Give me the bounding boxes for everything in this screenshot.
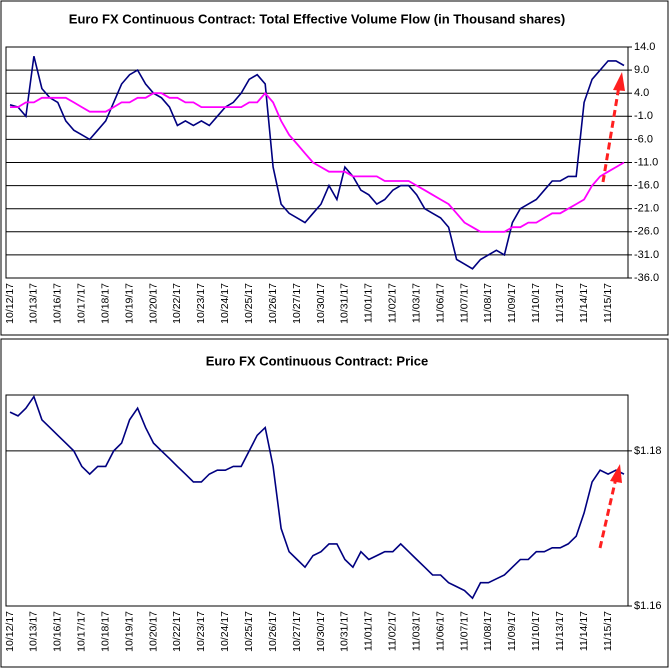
x-tick-label: 11/01/17 xyxy=(363,611,375,651)
x-tick-label: 10/18/17 xyxy=(99,611,111,652)
x-tick-label: 11/09/17 xyxy=(506,611,518,651)
x-tick-label: 10/26/17 xyxy=(267,611,279,652)
y-tick-label: -11.0 xyxy=(634,156,658,168)
y-tick-label: $1.16 xyxy=(634,600,662,612)
x-tick-label: 10/31/17 xyxy=(339,611,351,652)
x-tick-label: 10/12/17 xyxy=(4,611,16,652)
arrow-head xyxy=(610,464,622,483)
x-tick-label: 10/27/17 xyxy=(291,283,303,324)
x-tick-label: 11/06/17 xyxy=(434,283,446,323)
annotation-arrow xyxy=(601,85,621,183)
x-tick-label: 10/19/17 xyxy=(123,611,135,652)
x-tick-label: 10/24/17 xyxy=(219,611,231,652)
bottom-panel xyxy=(0,338,669,668)
x-tick-label: 10/16/17 xyxy=(52,283,64,324)
x-tick-label: 10/25/17 xyxy=(243,611,255,652)
y-tick-label: -16.0 xyxy=(634,180,659,192)
x-tick-label: 10/31/17 xyxy=(339,283,351,324)
series-line xyxy=(10,91,625,233)
x-tick-label: 10/17/17 xyxy=(76,283,88,324)
x-tick-label: 10/18/17 xyxy=(99,283,111,324)
x-tick-label: 11/13/17 xyxy=(554,283,566,323)
x-tick-label: 10/23/17 xyxy=(195,611,207,652)
x-tick-label: 11/13/17 xyxy=(554,611,566,651)
x-tick-label: 10/25/17 xyxy=(243,283,255,324)
series-line xyxy=(9,394,625,600)
x-tick-label: 10/19/17 xyxy=(123,283,135,324)
x-tick-label: 11/08/17 xyxy=(482,611,494,651)
x-tick-label: 10/16/17 xyxy=(52,611,64,652)
x-tick-label: 10/23/17 xyxy=(195,283,207,324)
x-tick-label: 11/10/17 xyxy=(530,611,542,651)
x-tick-label: 11/03/17 xyxy=(410,611,422,651)
x-tick-label: 11/14/17 xyxy=(578,611,590,651)
y-tick-label: -26.0 xyxy=(634,226,659,238)
y-tick-label: -6.0 xyxy=(634,133,653,145)
top-panel xyxy=(0,0,669,336)
x-tick-label: 11/09/17 xyxy=(506,283,518,323)
x-tick-label: 10/20/17 xyxy=(147,283,159,324)
x-tick-label: 10/22/17 xyxy=(171,283,183,324)
x-tick-label: 10/20/17 xyxy=(147,611,159,652)
y-tick-label: $1.18 xyxy=(634,445,662,457)
x-tick-label: 10/13/17 xyxy=(28,611,40,652)
y-tick-label: -36.0 xyxy=(634,272,659,284)
chart-title: Euro FX Continuous Contract: Total Effec… xyxy=(69,11,565,26)
x-tick-label: 10/30/17 xyxy=(315,611,327,652)
y-tick-label: 4.0 xyxy=(634,87,649,99)
x-tick-label: 11/14/17 xyxy=(578,283,590,323)
series-line xyxy=(9,56,625,270)
x-tick-label: 10/24/17 xyxy=(219,283,231,324)
x-tick-label: 10/26/17 xyxy=(267,283,279,324)
x-tick-label: 11/02/17 xyxy=(387,611,399,651)
x-tick-label: 11/03/17 xyxy=(410,283,422,323)
arrow-head xyxy=(613,72,625,91)
annotation-arrow xyxy=(598,477,618,549)
y-tick-label: 14.0 xyxy=(634,41,655,53)
x-tick-label: 11/15/17 xyxy=(602,283,614,323)
y-tick-label: 9.0 xyxy=(634,64,649,76)
y-tick-label: -21.0 xyxy=(634,203,659,215)
x-tick-label: 11/08/17 xyxy=(482,283,494,323)
chart-title: Euro FX Continuous Contract: Price xyxy=(206,353,428,368)
x-tick-label: 10/12/17 xyxy=(4,283,16,324)
x-tick-label: 11/15/17 xyxy=(602,611,614,651)
x-tick-label: 11/06/17 xyxy=(434,611,446,651)
x-tick-label: 10/22/17 xyxy=(171,611,183,652)
x-tick-label: 10/27/17 xyxy=(291,611,303,652)
x-tick-label: 11/01/17 xyxy=(363,283,375,323)
x-tick-label: 11/10/17 xyxy=(530,283,542,323)
y-tick-label: -31.0 xyxy=(634,249,659,261)
x-tick-label: 11/07/17 xyxy=(458,283,470,323)
x-tick-label: 11/02/17 xyxy=(387,283,399,323)
x-tick-label: 10/30/17 xyxy=(315,283,327,324)
x-tick-label: 11/07/17 xyxy=(458,611,470,651)
x-tick-label: 10/17/17 xyxy=(76,611,88,652)
y-tick-label: -1.0 xyxy=(634,110,653,122)
x-tick-label: 10/13/17 xyxy=(28,283,40,324)
